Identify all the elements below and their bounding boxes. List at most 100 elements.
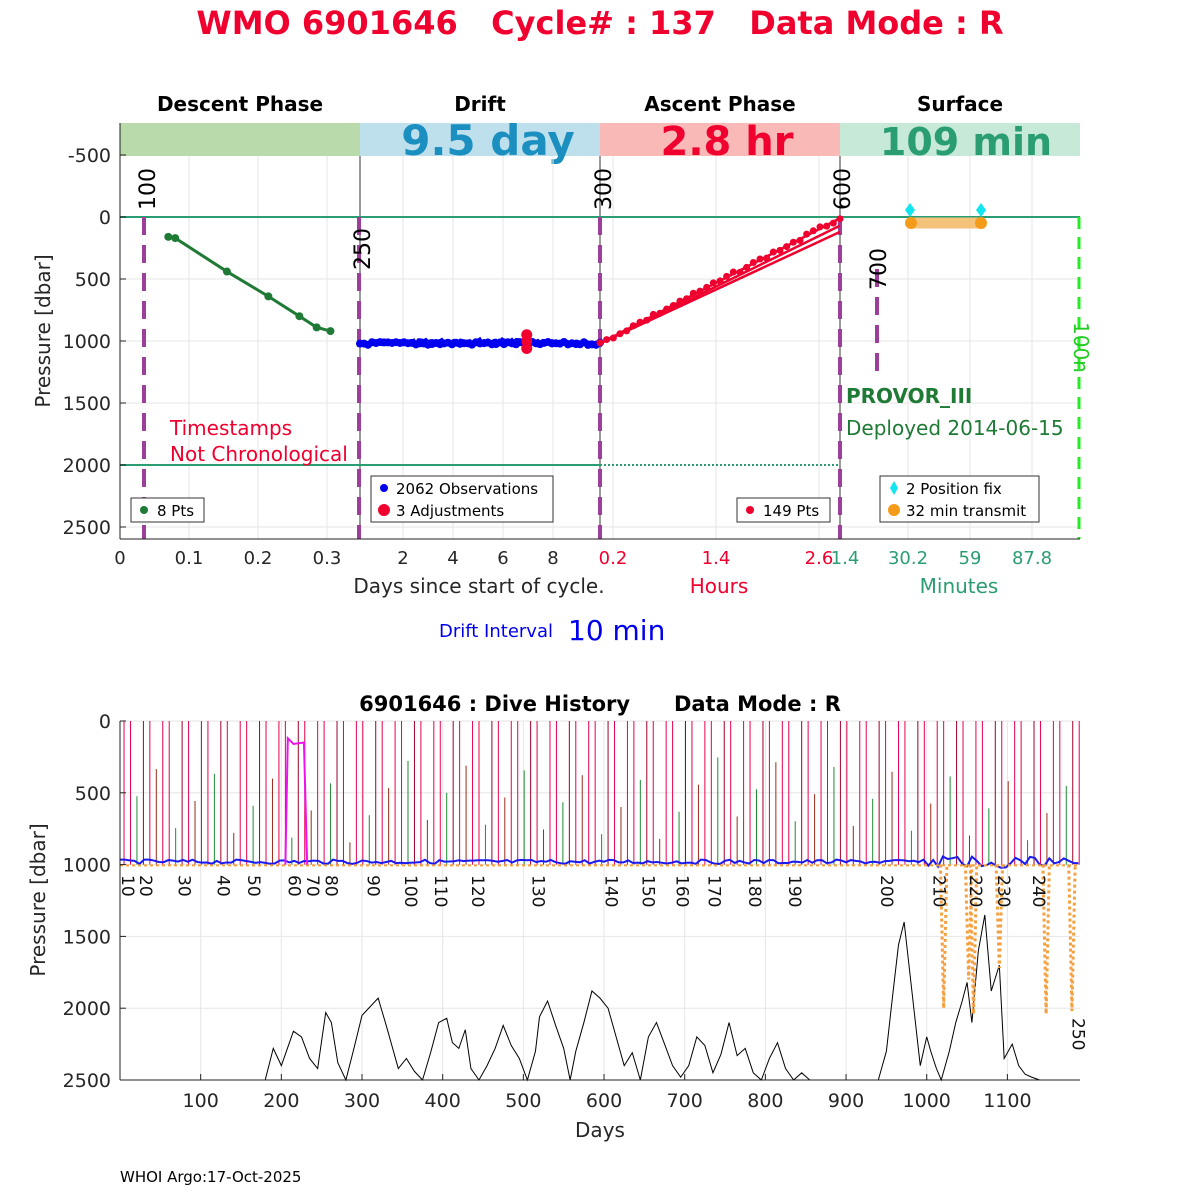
- top-ytick: 2500: [63, 517, 111, 539]
- vertical-markers: [142, 217, 879, 539]
- bottom-panel: 6901646 : Dive History Data Mode : R 102…: [26, 692, 1087, 1142]
- cycle-number-label: 220: [965, 875, 985, 907]
- bottom-xtick-label: 1100: [983, 1090, 1031, 1112]
- ascent-point: [709, 279, 717, 287]
- bottom-xtick-label: 800: [747, 1090, 783, 1112]
- ascent-point: [723, 272, 731, 280]
- phase-title-surface: Surface: [917, 92, 1003, 116]
- position-fix-point: [976, 203, 986, 217]
- phase-title-descent: Descent Phase: [157, 92, 323, 116]
- cycle-number-label: 70: [302, 875, 322, 897]
- ascent-point: [729, 268, 737, 276]
- bottom-ytick-label: 2500: [63, 1070, 111, 1092]
- cycle-number-label: 230: [993, 875, 1013, 907]
- bottom-ytick-label: 2000: [63, 998, 111, 1020]
- cycle-number-label: 30: [174, 875, 194, 897]
- descent-point: [171, 234, 180, 243]
- ascent-point: [809, 227, 817, 235]
- bottom-xtick-label: 300: [344, 1090, 380, 1112]
- transmit-end-point: [975, 217, 987, 229]
- bottom-xtick-label: 500: [505, 1090, 541, 1112]
- banner-drift: [360, 123, 600, 156]
- marker-label-100n: 100n: [1069, 322, 1093, 373]
- ascent-xtick: 2.6: [805, 548, 834, 569]
- ascent-point: [803, 230, 811, 238]
- top-ytick: 1500: [63, 393, 111, 415]
- top-ylabel: Pressure [dbar]: [31, 254, 55, 407]
- cycle-number-label: 20: [135, 875, 155, 897]
- banner-ascent: [600, 123, 840, 156]
- top-ytick: 2000: [63, 455, 111, 477]
- figure-title: WMO 6901646 Cycle# : 137 Data Mode : R: [196, 4, 1003, 42]
- bottom-xtick-label: 900: [828, 1090, 864, 1112]
- ascent-point: [669, 302, 677, 310]
- descent-series-points: [164, 232, 335, 336]
- drift-adjustment-point: [521, 342, 533, 354]
- cycle-number-label: 50: [243, 875, 263, 897]
- descent-point: [312, 323, 321, 332]
- hours-axis-label: Hours: [690, 574, 749, 598]
- bottom-xtick-label: 700: [667, 1090, 703, 1112]
- drift-interval-label: Drift Interval: [439, 621, 553, 642]
- top-ytick: 0: [99, 207, 111, 229]
- position-fix-point: [905, 203, 915, 217]
- descent-xtick: 0.3: [313, 548, 342, 569]
- ascent-point: [623, 327, 631, 335]
- banner-surface: [840, 123, 1080, 156]
- legend-surface: 2 Position fix 32 min transmit: [879, 475, 1040, 523]
- bottom-ytick-label: 1000: [63, 855, 111, 877]
- timestamps-warning-line2: Not Chronological: [170, 442, 348, 466]
- ascent-series: [596, 215, 844, 347]
- cycle-number-label: 100: [400, 875, 420, 907]
- bathymetry-line: [877, 914, 1040, 1082]
- descent-point: [295, 312, 304, 321]
- marker-label-600: 600: [831, 168, 856, 210]
- legend-descent: 8 Pts: [130, 497, 205, 523]
- marker-label-250: 250: [351, 228, 376, 270]
- ascent-point: [609, 334, 617, 342]
- bottom-xlabel: Days: [575, 1118, 625, 1142]
- bottom-xtick-label: 200: [263, 1090, 299, 1112]
- cycle-number-label: 120: [467, 875, 487, 907]
- ascent-point: [816, 223, 824, 231]
- surface-series: [905, 203, 987, 229]
- legend-transmit: 32 min transmit: [906, 502, 1026, 520]
- ascent-point: [656, 309, 664, 317]
- ascent-point: [689, 289, 697, 297]
- cycle-number-label: 250: [1067, 1018, 1087, 1050]
- bottom-ytick-label: 1500: [63, 926, 111, 948]
- ascent-point: [616, 330, 624, 338]
- cycle-number-label: 80: [320, 875, 340, 897]
- ascent-point: [823, 222, 831, 230]
- bottom-ytick-label: 500: [75, 783, 111, 805]
- deep-profile-spike: [968, 864, 979, 1014]
- footer-credit: WHOI Argo:17-Oct-2025: [120, 1168, 301, 1186]
- ascent-point: [683, 295, 691, 303]
- top-ytick: -500: [68, 145, 111, 167]
- cycle-number-label: 140: [600, 875, 620, 907]
- marker-label-700: 700: [867, 248, 892, 290]
- descent-xtick: 0.1: [175, 548, 204, 569]
- marker-label-300: 300: [592, 168, 617, 210]
- phase-title-ascent: Ascent Phase: [644, 92, 795, 116]
- ascent-point: [769, 248, 777, 256]
- cycle-number-label: 90: [362, 875, 382, 897]
- drift-interval-value: 10 min: [568, 614, 665, 647]
- park-trajectory: [119, 735, 1079, 869]
- deep-profile-spike: [994, 864, 1005, 969]
- deep-profiles: [938, 864, 1077, 1014]
- ascent-point: [796, 236, 804, 244]
- descent-point: [164, 232, 173, 241]
- bottom-ytick-label: 0: [99, 711, 111, 733]
- descent-series-line: [168, 235, 331, 333]
- bottom-xtick-label: 400: [425, 1090, 461, 1112]
- ascent-point: [776, 246, 784, 254]
- cycle-number-label: 170: [704, 875, 724, 907]
- cycle-number-label: 130: [528, 875, 548, 907]
- ascent-point: [603, 336, 611, 344]
- bottom-xtick-label: 1000: [903, 1090, 951, 1112]
- ascent-point: [736, 268, 744, 276]
- deep-profile-spike: [1041, 864, 1051, 1014]
- drift-xtick: 6: [497, 548, 508, 569]
- bottom-ylabel: Pressure [dbar]: [26, 823, 50, 976]
